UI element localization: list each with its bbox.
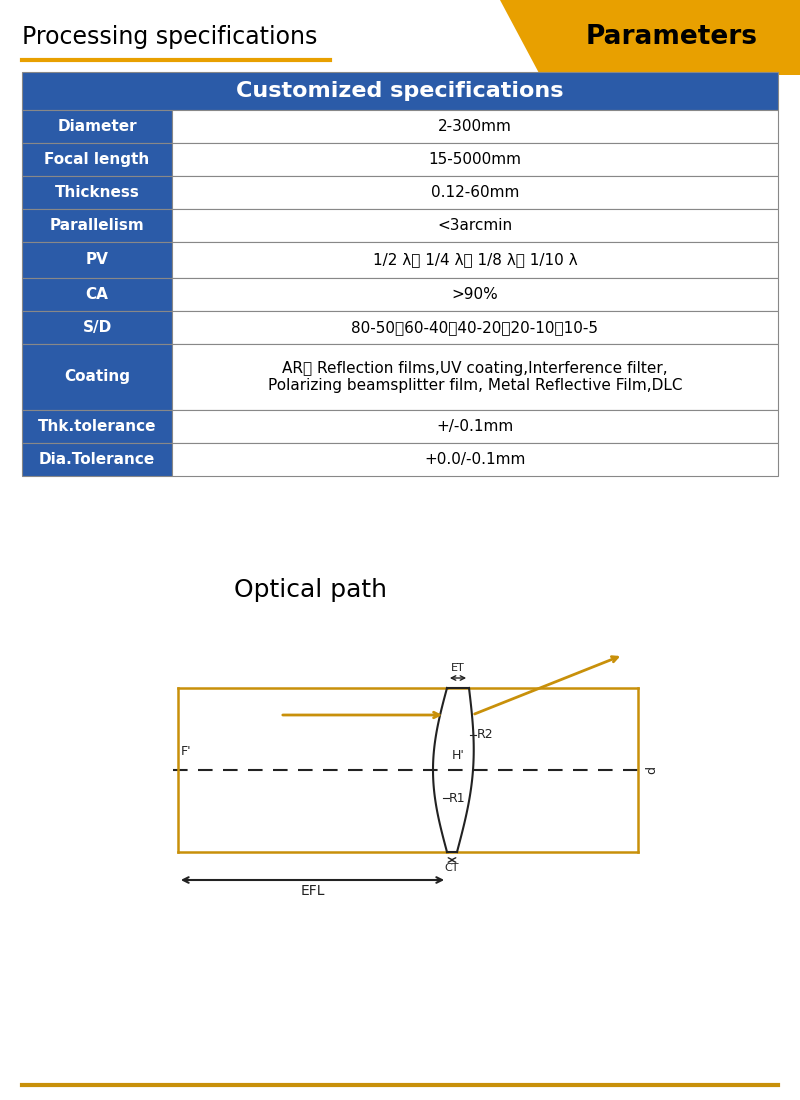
Text: 15-5000mm: 15-5000mm — [429, 152, 522, 167]
Text: S/D: S/D — [82, 320, 112, 336]
Text: 80-50、60-40、40-20、20-10、10-5: 80-50、60-40、40-20、20-10、10-5 — [351, 320, 598, 336]
Text: Diameter: Diameter — [57, 119, 137, 134]
Text: AR、 Reflection films,UV coating,Interference filter,
Polarizing beamsplitter fil: AR、 Reflection films,UV coating,Interfer… — [268, 361, 682, 393]
Text: Optical path: Optical path — [234, 578, 386, 602]
FancyBboxPatch shape — [172, 311, 778, 344]
FancyBboxPatch shape — [22, 209, 172, 242]
FancyBboxPatch shape — [22, 110, 172, 143]
Text: <3arcmin: <3arcmin — [438, 218, 513, 233]
FancyBboxPatch shape — [172, 278, 778, 311]
Text: CT: CT — [445, 864, 459, 873]
FancyBboxPatch shape — [22, 143, 172, 176]
Text: R2: R2 — [476, 728, 493, 741]
FancyBboxPatch shape — [22, 278, 172, 311]
Text: 1/2 λ、 1/4 λ、 1/8 λ、 1/10 λ: 1/2 λ、 1/4 λ、 1/8 λ、 1/10 λ — [373, 253, 578, 267]
FancyBboxPatch shape — [172, 443, 778, 476]
Text: R1: R1 — [449, 792, 466, 804]
Text: +0.0/-0.1mm: +0.0/-0.1mm — [424, 452, 526, 468]
FancyBboxPatch shape — [172, 344, 778, 410]
Text: Parameters: Parameters — [586, 24, 758, 50]
Text: >90%: >90% — [452, 287, 498, 303]
FancyBboxPatch shape — [172, 110, 778, 143]
Text: 0.12-60mm: 0.12-60mm — [431, 185, 519, 200]
FancyBboxPatch shape — [172, 176, 778, 209]
FancyBboxPatch shape — [172, 410, 778, 443]
Text: PV: PV — [86, 253, 109, 267]
FancyBboxPatch shape — [22, 311, 172, 344]
FancyBboxPatch shape — [172, 209, 778, 242]
FancyBboxPatch shape — [22, 410, 172, 443]
Polygon shape — [500, 0, 800, 75]
Text: Dia.Tolerance: Dia.Tolerance — [39, 452, 155, 468]
Text: Parallelism: Parallelism — [50, 218, 144, 233]
Text: Customized specifications: Customized specifications — [236, 81, 564, 101]
FancyBboxPatch shape — [172, 242, 778, 278]
Text: ET: ET — [451, 663, 465, 673]
Text: Thickness: Thickness — [54, 185, 139, 200]
Text: Focal length: Focal length — [44, 152, 150, 167]
FancyBboxPatch shape — [172, 143, 778, 176]
FancyBboxPatch shape — [22, 72, 778, 110]
Text: Processing specifications: Processing specifications — [22, 25, 318, 50]
FancyBboxPatch shape — [22, 176, 172, 209]
Text: F': F' — [181, 745, 192, 758]
Text: EFL: EFL — [300, 884, 325, 898]
FancyBboxPatch shape — [22, 344, 172, 410]
Text: Coating: Coating — [64, 370, 130, 385]
Text: d: d — [646, 766, 658, 774]
FancyBboxPatch shape — [22, 242, 172, 278]
Text: Thk.tolerance: Thk.tolerance — [38, 419, 156, 435]
Text: +/-0.1mm: +/-0.1mm — [436, 419, 514, 435]
Text: 2-300mm: 2-300mm — [438, 119, 512, 134]
FancyBboxPatch shape — [22, 443, 172, 476]
Text: CA: CA — [86, 287, 109, 303]
Text: H': H' — [451, 749, 465, 762]
